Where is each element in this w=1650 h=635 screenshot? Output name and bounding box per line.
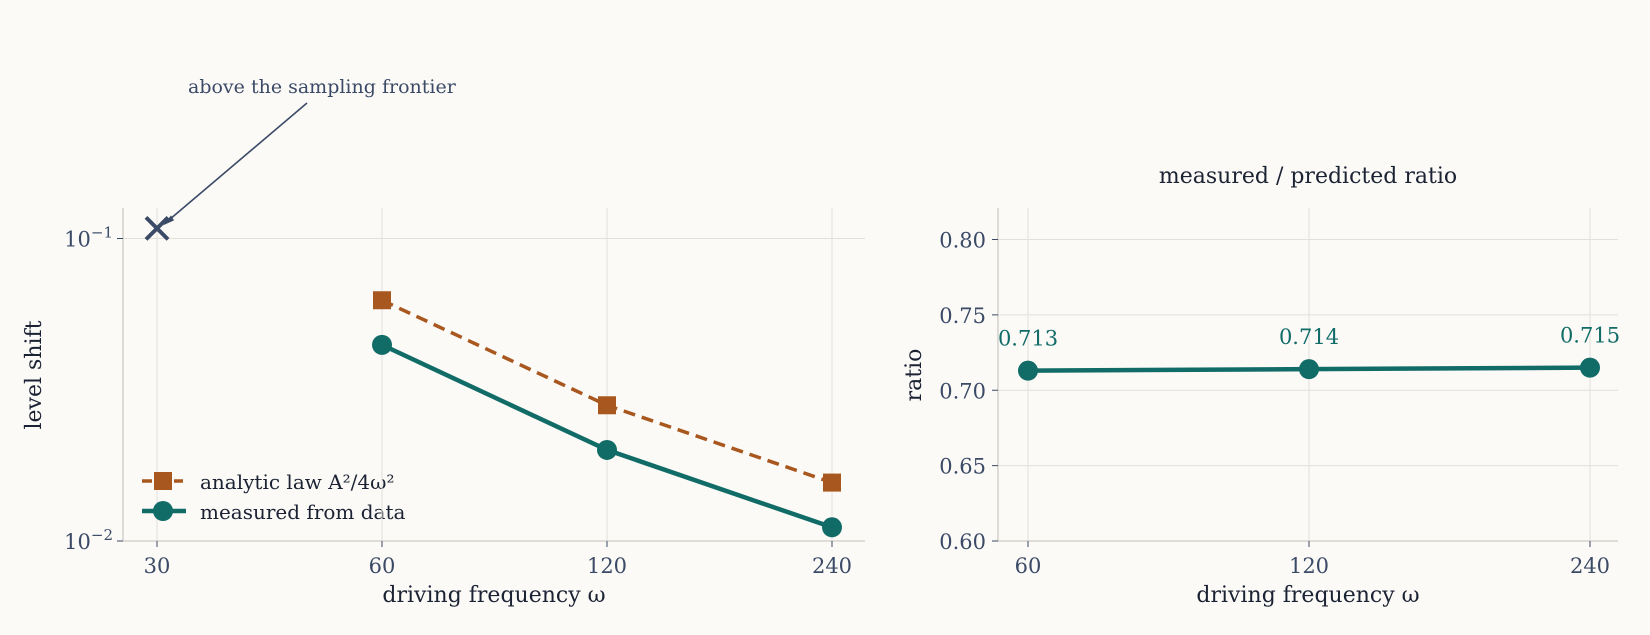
legend-handle-analytic-marker	[154, 472, 172, 490]
analytic-series-point	[373, 291, 391, 310]
right-x-tick-label: 120	[1289, 554, 1329, 578]
measured-series-point	[822, 517, 842, 538]
right-x-axis-label: driving frequency ω	[1196, 583, 1419, 608]
right-y-tick-label: 0.70	[939, 379, 986, 403]
left-y-tick-label: 10−1	[64, 224, 113, 252]
right-y-tick-label: 0.60	[939, 530, 986, 554]
ratio-data-label: 0.713	[998, 327, 1058, 351]
annotation-arrowhead	[163, 215, 174, 226]
right-x-tick-label: 240	[1570, 554, 1610, 578]
ratio-series-point	[1018, 360, 1038, 381]
annotation-x-marker-stroke	[144, 215, 170, 241]
right-x-tick-label: 60	[1015, 554, 1042, 578]
legend-label-measured: measured from data	[200, 500, 406, 524]
measured-series-point	[597, 439, 617, 460]
ratio-data-label: 0.715	[1560, 324, 1620, 348]
left-x-axis-label: driving frequency ω	[382, 583, 605, 608]
left-x-tick-label: 120	[587, 554, 627, 578]
left-y-tick-label: 10−2	[64, 526, 113, 554]
right-chart-title: measured / predicted ratio	[1159, 164, 1457, 189]
ratio-data-label: 0.714	[1279, 325, 1339, 349]
right-y-axis-label: ratio	[902, 349, 927, 402]
ratio-series-point	[1580, 357, 1600, 378]
left-y-axis-label: level shift	[22, 320, 47, 429]
ratio-series-point	[1299, 359, 1319, 380]
right-y-tick-label: 0.65	[939, 455, 986, 479]
left-x-tick-label: 60	[369, 554, 396, 578]
measured-series-point	[372, 334, 392, 355]
right-y-tick-label: 0.80	[939, 229, 986, 253]
analytic-series-point	[823, 473, 841, 492]
legend-handle-measured-marker	[153, 501, 173, 521]
annotation-text: above the sampling frontier	[188, 76, 457, 98]
right-y-tick-label: 0.75	[939, 304, 986, 328]
annotation-arrow	[164, 102, 308, 224]
left-x-tick-label: 30	[144, 554, 171, 578]
analytic-series-point	[598, 396, 616, 415]
left-x-tick-label: 240	[812, 554, 852, 578]
legend-label-analytic: analytic law A²/4ω²	[200, 470, 394, 494]
